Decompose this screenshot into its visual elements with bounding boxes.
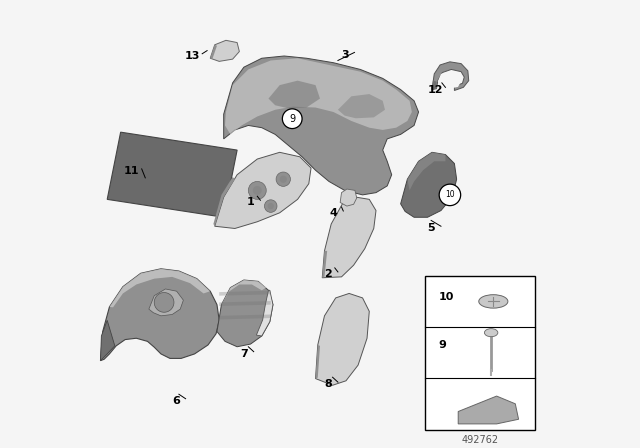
Polygon shape [149, 289, 183, 316]
Circle shape [280, 176, 287, 183]
Polygon shape [221, 280, 266, 305]
Polygon shape [225, 58, 412, 134]
Text: 13: 13 [184, 51, 200, 61]
Text: 6: 6 [172, 396, 180, 406]
Polygon shape [107, 132, 237, 217]
Polygon shape [219, 314, 271, 319]
Circle shape [264, 200, 277, 212]
Text: 1: 1 [246, 198, 255, 207]
Polygon shape [407, 152, 445, 190]
Polygon shape [214, 152, 311, 228]
Polygon shape [100, 269, 219, 361]
Polygon shape [316, 293, 369, 385]
Polygon shape [213, 177, 235, 226]
Polygon shape [223, 56, 419, 195]
Polygon shape [323, 251, 327, 278]
Polygon shape [323, 197, 376, 278]
Text: 5: 5 [428, 224, 435, 233]
Polygon shape [100, 320, 115, 361]
Circle shape [154, 293, 174, 312]
Text: 12: 12 [428, 85, 444, 95]
Polygon shape [458, 396, 518, 424]
Circle shape [282, 109, 302, 129]
Polygon shape [269, 81, 320, 108]
Polygon shape [109, 269, 210, 307]
Polygon shape [257, 290, 273, 336]
Polygon shape [219, 291, 271, 296]
Circle shape [276, 172, 291, 186]
Text: 7: 7 [240, 349, 248, 359]
FancyBboxPatch shape [425, 276, 535, 430]
Polygon shape [316, 345, 320, 379]
Text: 3: 3 [341, 50, 348, 60]
Circle shape [268, 203, 274, 209]
Text: 492762: 492762 [461, 435, 499, 445]
Polygon shape [210, 40, 239, 61]
Polygon shape [340, 189, 356, 206]
Circle shape [253, 186, 262, 195]
Ellipse shape [484, 329, 498, 337]
Polygon shape [210, 45, 217, 59]
Text: 10: 10 [445, 190, 455, 199]
Polygon shape [338, 94, 385, 118]
Text: 4: 4 [330, 208, 337, 218]
Text: 9: 9 [439, 340, 447, 350]
Text: 2: 2 [324, 269, 332, 279]
Polygon shape [438, 72, 461, 89]
Polygon shape [432, 81, 436, 90]
Text: 8: 8 [324, 379, 332, 389]
Polygon shape [401, 152, 457, 217]
Ellipse shape [479, 295, 508, 308]
Circle shape [248, 181, 266, 199]
Polygon shape [217, 280, 273, 347]
Polygon shape [219, 301, 271, 306]
Circle shape [439, 184, 461, 206]
Text: 10: 10 [439, 292, 454, 302]
Text: 9: 9 [289, 114, 295, 124]
Polygon shape [432, 62, 468, 90]
Text: 11: 11 [124, 166, 140, 176]
